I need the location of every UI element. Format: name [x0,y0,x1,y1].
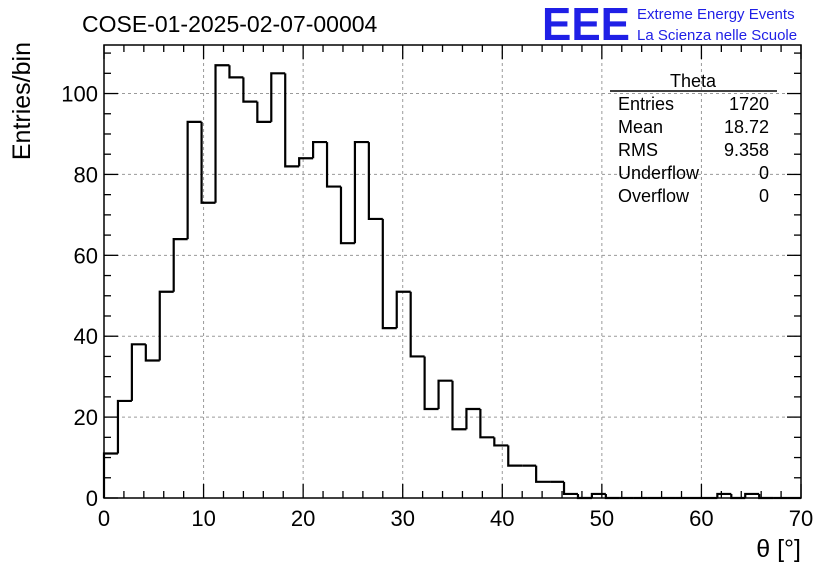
histogram-bin [423,356,439,411]
y-tick-label: 80 [74,162,98,187]
histogram-bin [270,72,286,122]
stats-row-value: 0 [759,163,769,183]
stats-row-label: Mean [618,117,663,137]
histogram-bin [214,64,230,203]
x-tick-label: 60 [689,506,713,531]
histogram-bin [242,77,258,103]
x-tick-label: 30 [390,506,414,531]
histogram-bin [353,140,369,244]
histogram-bin [493,437,509,447]
histogram-bin [465,407,481,430]
stats-row-label: Underflow [618,163,700,183]
histogram-bin [298,157,314,167]
histogram-bin [744,492,760,498]
x-tick-label: 20 [291,506,315,531]
y-tick-label: 60 [74,243,98,268]
x-axis-label: θ [°] [756,535,801,563]
histogram-bin [172,238,188,292]
stats-box-rows: Entries 1720 Mean 18.72 RMS 9.358 Underflow 0 Ov… [618,94,769,206]
histogram-bin [144,344,160,362]
y-tick-label: 100 [61,82,98,107]
eee-logo: EEE Extreme Energy Events La Scienza nel… [542,0,797,50]
stats-row-value: 18.72 [724,117,769,137]
histogram-bin [284,73,300,168]
stats-box: Theta Entries 1720 Mean 18.72 RMS 9.358 Underf… [610,71,777,206]
x-tick-label: 10 [191,506,215,531]
y-axis-label: Entries/bin [8,42,36,160]
histogram-bin [451,380,467,431]
histogram-bin [200,121,216,204]
histogram-bin [186,120,202,240]
histogram-bin [158,290,174,361]
stats-row-value: 0 [759,186,769,206]
histogram-bin [562,481,578,496]
x-tick-label: 40 [490,506,514,531]
histogram-bin [130,343,146,401]
eee-logo-line2: La Scienza nelle Scuole [637,27,797,44]
histogram-bin [312,140,328,159]
histogram-bin [325,142,341,188]
stats-row-label: Entries [618,94,674,114]
histogram-bin [437,379,453,410]
histogram-bin [116,399,132,454]
histogram-bin [507,445,523,467]
y-tick-label: 40 [74,324,98,349]
eee-logo-line1: Extreme Energy Events [637,6,795,23]
x-tick-label: 70 [789,506,813,531]
stats-row-value: 9.358 [724,140,769,160]
histogram-bin [228,65,244,79]
eee-logo-mark: EEE [542,0,630,50]
chart-title: COSE-01-2025-02-07-00004 [82,11,378,37]
plot-frame [103,44,802,499]
stats-row-label: RMS [618,140,658,160]
x-tick-label: 0 [98,506,110,531]
histogram-bin [716,492,732,498]
stats-box-title: Theta [670,71,717,91]
x-tick-label: 50 [590,506,614,531]
y-tick-label: 20 [74,405,98,430]
histogram-bin [256,101,272,123]
stats-row-label: Overflow [618,186,690,206]
histogram-bin [395,290,411,329]
histogram-bin [479,409,495,439]
histogram-bin [535,465,551,483]
histogram-bin [102,452,118,498]
histogram-bin [381,218,397,330]
stats-row-value: 1720 [729,94,769,114]
tick-labels: 0 10 20 30 40 50 60 70 0 20 40 60 80 100 [61,82,813,531]
histogram-bin [339,186,355,245]
histogram-bin [590,492,606,498]
y-tick-label: 0 [86,486,98,511]
histogram-series [102,64,801,500]
histogram-bin [367,142,383,221]
histogram-bin [409,291,425,358]
